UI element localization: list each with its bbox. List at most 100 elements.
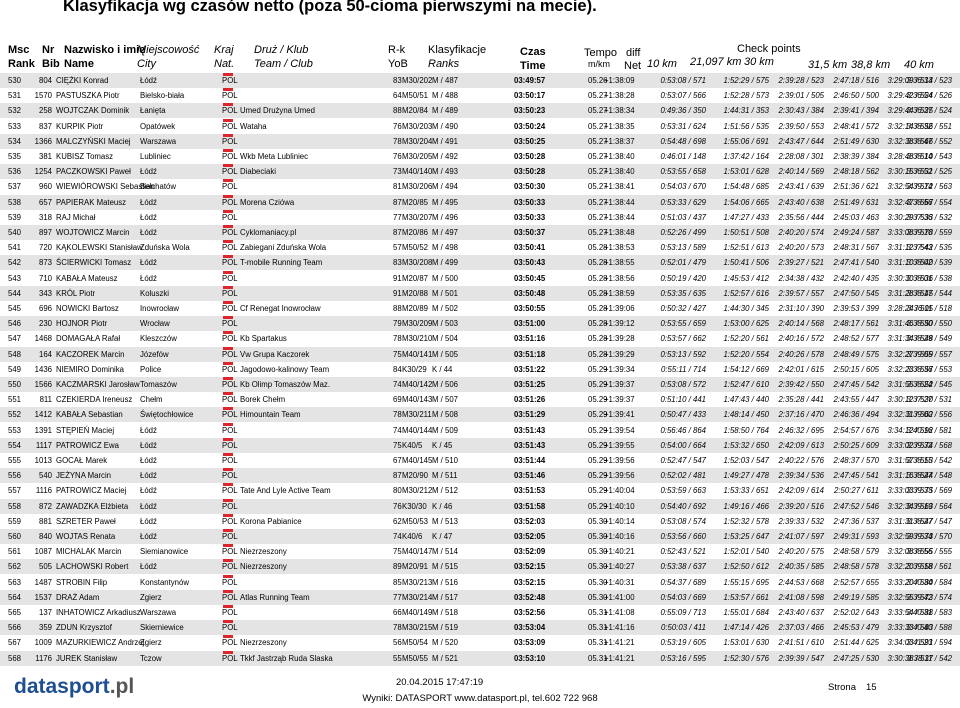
split-38: 3:33:02 / 574: [887, 440, 933, 450]
split-38: 3:32:23 / 557: [887, 364, 933, 374]
name: DOMAGAŁA Rafał: [56, 334, 121, 344]
name: RAJ Michał: [56, 212, 96, 222]
category: M30/206: [402, 182, 433, 192]
flag: [223, 377, 233, 380]
split-30: 2:31:10 / 390: [778, 304, 824, 313]
table-row: 534 1366 MALCZYŃSKI Maciej Warszawa POL 78 M30…: [0, 133, 960, 149]
split-10: 0:53:07 / 566: [660, 91, 706, 101]
team: Cf Renegat Inowrocław: [240, 304, 321, 313]
bib: 1566: [34, 380, 52, 389]
header-label: 31,5 km: [808, 59, 848, 71]
tempo: 05.29: [588, 410, 608, 420]
diff: +1:39:56: [604, 471, 635, 481]
bib: 1412: [34, 410, 52, 420]
split-21: 1:52:32 / 578: [723, 516, 769, 526]
split-38: 3:33:20 / 580: [887, 577, 933, 587]
split-31: 2:49:19 / 585: [833, 592, 879, 602]
split-40: 3:36:33 / 523: [906, 76, 952, 85]
diff: +1:38:48: [604, 228, 635, 237]
tempo: 05.29: [588, 501, 608, 511]
split-21: 1:45:53 / 412: [723, 273, 769, 283]
split-40: 3:39:10 / 559: [906, 228, 952, 237]
nat: POL: [222, 288, 238, 298]
team: Vw Grupa Kaczorek: [240, 349, 310, 359]
bib: 1436: [34, 364, 52, 374]
yob: 78: [393, 136, 402, 146]
category: M20/84: [402, 106, 429, 116]
time: 03:50:28: [514, 152, 546, 161]
city: Łódź: [140, 562, 157, 572]
flag: [223, 270, 233, 274]
page-label: Strona: [828, 682, 856, 693]
category: K30/30: [402, 501, 427, 511]
split-31: 2:38:39 / 384: [833, 152, 879, 161]
split-31: 2:47:45 / 542: [833, 380, 879, 389]
time: 03:51:58: [514, 501, 546, 511]
diff: +1:39:06: [604, 304, 635, 313]
print-date: 20.04.2015 17:47:19: [396, 677, 484, 688]
flag: [223, 149, 233, 152]
time: 03:50:37: [514, 228, 546, 237]
city: Koluszki: [140, 288, 170, 298]
yob: 78: [393, 623, 402, 633]
time: 03:51:43: [514, 440, 546, 450]
split-31: 2:47:36 / 537: [833, 516, 879, 526]
split-10: 0:53:31 / 624: [660, 121, 706, 131]
time: 03:50:28: [514, 167, 546, 177]
table-row: 562 505 LACHOWSKI Robert Łódź POL Niezrzeszon…: [0, 559, 960, 575]
split-21: 1:44:30 / 345: [723, 304, 769, 313]
city: Zgierz: [140, 638, 162, 648]
header-label: Time: [520, 60, 546, 72]
category: K40/6: [402, 532, 423, 541]
split-38: 3:32:55 / 573: [887, 592, 933, 602]
rank: 553: [8, 425, 22, 435]
name: LACHOWSKI Robert: [56, 562, 129, 572]
tempo: 05.30: [588, 547, 608, 557]
category: M50/55: [402, 653, 429, 663]
split-31: 2:51:49 / 631: [833, 197, 879, 207]
diff: +1:41:08: [604, 608, 635, 617]
gender-rank: K / 45: [432, 440, 453, 450]
table-row: 556 540 JEŻYNA Marcin Łódź POL 87 M20/90 M / 51…: [0, 468, 960, 484]
split-40: 3:39:05 / 557: [906, 349, 952, 359]
yob: 64: [393, 91, 402, 101]
tempo: 05.29: [588, 380, 608, 389]
gender-rank: M / 507: [432, 395, 459, 405]
gender-rank: M / 504: [432, 334, 459, 344]
split-10: 0:54:03 / 669: [660, 592, 706, 602]
split-31: 2:54:57 / 676: [833, 425, 879, 435]
flag: [223, 179, 233, 183]
split-38: 3:32:20 / 558: [887, 562, 933, 572]
time: 03:50:17: [514, 91, 546, 101]
split-31: 2:48:58 / 579: [833, 547, 879, 557]
nat: POL: [222, 380, 238, 389]
table-row: 560 840 WOJTAS Renata Łódź POL 74 K40/6 K / 47 0…: [0, 529, 960, 544]
split-40: 3:38:47 / 552: [906, 136, 952, 146]
gender-rank: K / 44: [432, 364, 453, 374]
diff: +1:38:55: [604, 258, 635, 268]
split-10: 0:53:08 / 572: [660, 380, 706, 389]
tempo: 05.27: [588, 136, 608, 146]
split-21: 1:51:56 / 535: [723, 121, 769, 131]
flag: [223, 513, 233, 517]
flag: [223, 620, 233, 624]
table-row: 546 230 HOJNOR Piotr Wrocław POL 79 M30/209 M /…: [0, 316, 960, 332]
gender-rank: M / 519: [432, 623, 459, 633]
nat: POL: [222, 349, 238, 359]
split-21: 1:52:01 / 540: [723, 547, 769, 557]
split-31: 2:50:27 / 611: [834, 486, 879, 496]
team: Diabeciaki: [240, 167, 276, 177]
time: 03:51:22: [514, 364, 546, 374]
category: M40/142: [402, 380, 433, 389]
yob: 88: [393, 304, 402, 313]
name: WIEWIÓROWSKI Sebastian: [56, 182, 155, 192]
category: M30/210: [402, 334, 433, 344]
bib: 318: [38, 212, 52, 222]
rank: 565: [8, 608, 22, 617]
split-30: 2:40:20 / 575: [778, 547, 824, 557]
city: Bielsko-biała: [140, 91, 185, 101]
split-30: 2:41:51 / 610: [778, 638, 824, 648]
diff: +1:38:53: [604, 243, 635, 253]
split-10: 0:53:19 / 605: [660, 638, 706, 648]
city: Tomaszów: [140, 380, 177, 389]
